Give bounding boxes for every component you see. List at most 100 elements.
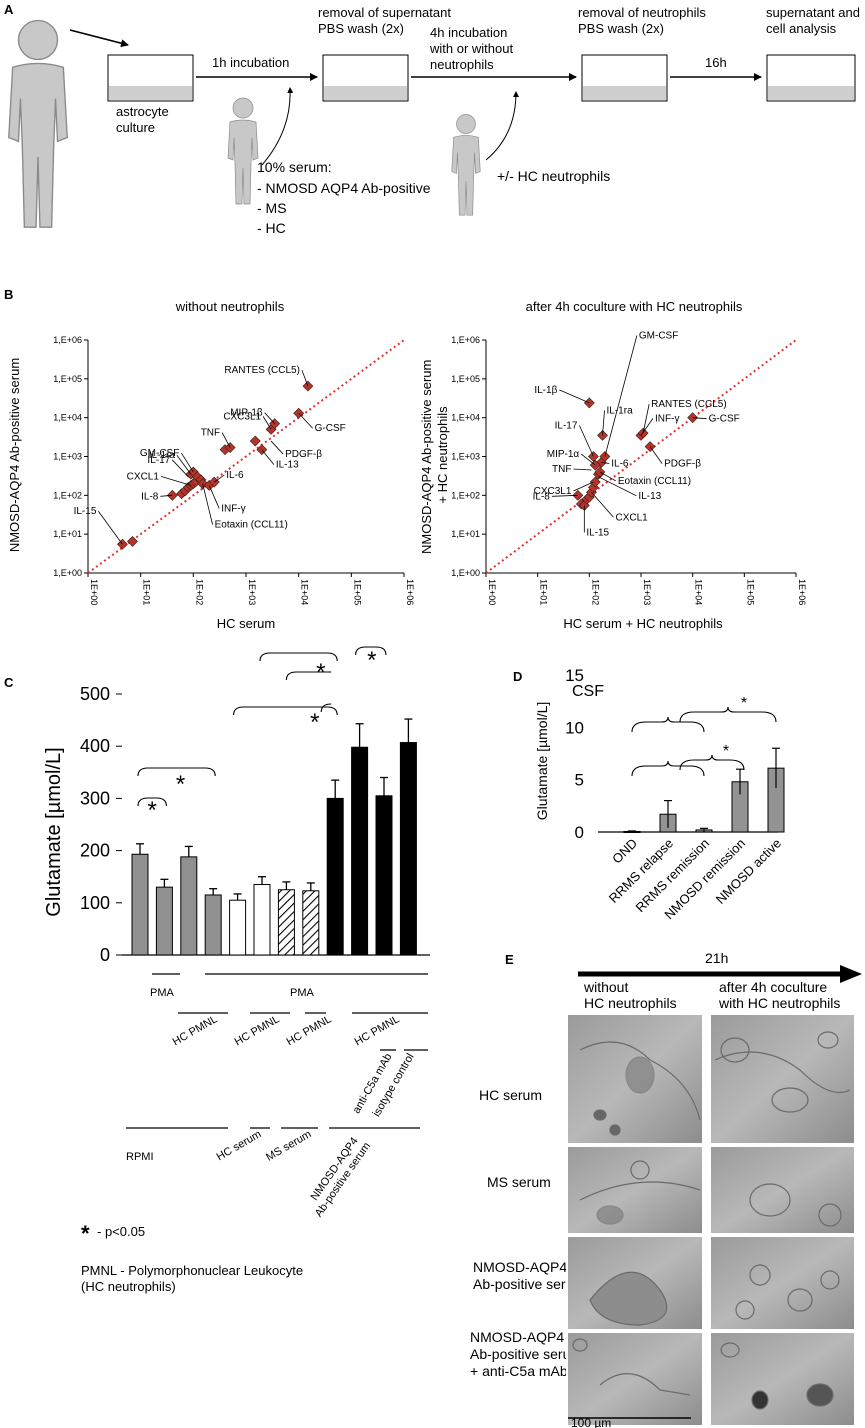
significance-star: * — [741, 695, 747, 712]
significance-bracket — [137, 797, 167, 807]
y-tick-label: 1,E+05 — [53, 374, 82, 384]
annotation-label: IL-17 — [555, 421, 578, 432]
label-hc-pmnl-3: HC PMNL — [285, 1013, 334, 1048]
annotation-leader — [579, 425, 594, 457]
neutrophil-option-label: +/- HC neutrophils — [497, 168, 610, 184]
annotation-label: CXC3L1 — [534, 486, 572, 497]
panel-letter-c: C — [4, 675, 14, 690]
label-pma-2: PMA — [290, 987, 315, 999]
bar — [351, 746, 369, 956]
identity-line — [87, 339, 405, 574]
x-tick-label: 1E+05 — [745, 579, 755, 605]
annotation-label: MIP-1α — [547, 449, 580, 460]
significance-bracket — [631, 760, 705, 777]
annotation-leader — [601, 462, 610, 464]
label-pma-1: PMA — [150, 987, 175, 999]
dish-4 — [766, 54, 856, 102]
significance-star: * — [310, 709, 319, 736]
cell-outlines — [572, 1031, 851, 1410]
chart-title: without neutrophils — [175, 299, 285, 314]
annotation-leader — [580, 453, 596, 466]
data-point — [127, 536, 138, 547]
annotation-label: IL-15 — [586, 527, 609, 538]
legend-p-value: - p<0.05 — [97, 1224, 145, 1239]
annotation-label: CXCL1 — [127, 471, 160, 482]
y-tick-label: 200 — [80, 841, 110, 861]
annotation-leader — [208, 485, 220, 509]
annotation-label: Eotaxin (CCL11) — [215, 520, 288, 531]
category-label: OND — [609, 836, 640, 867]
significance-bracket — [679, 754, 745, 771]
bar — [229, 899, 247, 956]
annotation-leader — [262, 416, 272, 430]
bar — [131, 853, 149, 956]
y-tick-label: 1,E+02 — [53, 490, 82, 500]
data-point — [589, 476, 601, 488]
annotation-leader — [599, 471, 617, 482]
legend-star: * — [81, 1221, 90, 1246]
data-point — [249, 435, 261, 447]
arrow-label-16h: 16h — [705, 55, 727, 70]
y-axis-title: Glutamate [µmol/L] — [43, 747, 65, 916]
arrow-label-4h: 4h incubation with or without neutrophil… — [429, 25, 517, 72]
y-tick-label: 1,E+04 — [451, 413, 480, 423]
x-tick-label: 1E+01 — [539, 579, 549, 605]
annotation-label: PDGF-β — [664, 459, 701, 470]
annotation-label: IL-13 — [276, 460, 299, 471]
row-label-hc-serum: HC serum — [479, 1087, 542, 1103]
annotation-label: TNF — [201, 428, 220, 439]
panel-b: B without neutrophils HC serum NMOSD-AQP… — [4, 287, 807, 631]
x-tick-label: 1E+03 — [642, 579, 652, 605]
y-axis-title: NMOSD-AQP4 Ab-positive serum + HC neutro… — [419, 356, 450, 554]
data-point — [302, 380, 314, 392]
y-tick-label: 15 — [565, 666, 584, 685]
annotation-label: IL-6 — [226, 470, 244, 481]
annotation-leader — [180, 452, 194, 473]
annotation-leader — [214, 474, 225, 483]
annotation-leader — [261, 449, 275, 465]
dish-1 — [107, 54, 194, 102]
y-tick-label: 5 — [575, 771, 584, 790]
label-hc-pmnl-4: HC PMNL — [353, 1013, 402, 1048]
annotation-label: MIP-1β — [230, 408, 263, 419]
scatter-plot-without-neutrophils: without neutrophils HC serum NMOSD-AQP4 … — [7, 299, 415, 631]
significance-bracket — [259, 652, 338, 662]
x-tick-label: 1E+03 — [247, 579, 257, 605]
panel-a: A astro — [4, 2, 860, 236]
annotation-label: G-CSF — [315, 423, 346, 434]
x-tick-label: 1E+00 — [89, 579, 99, 605]
significance-star: * — [723, 743, 729, 760]
bar — [302, 890, 320, 956]
curved-arrow-neutrophils — [485, 91, 519, 161]
y-tick-label: 1,E+06 — [451, 335, 480, 345]
annotation-leader — [642, 404, 650, 434]
y-tick-label: 1,E+02 — [451, 490, 480, 500]
x-tick-label: 1E+01 — [142, 579, 152, 605]
large-person-icon — [7, 19, 69, 229]
annotation-leader — [692, 417, 707, 420]
bar — [155, 886, 173, 956]
y-tick-label: 10 — [565, 718, 584, 737]
x-tick-label: 1E+04 — [300, 579, 310, 605]
data-point — [597, 429, 608, 441]
row-label-nmosd-anti-c5a: NMOSD-AQP4 Ab-positive serum + anti-C5a … — [470, 1329, 586, 1379]
micrograph-c5a-without — [566, 1331, 704, 1427]
annotation-label: IL-13 — [638, 491, 661, 502]
panel-letter-a: A — [4, 2, 14, 17]
annotation-leader — [298, 412, 313, 429]
significance-star: * — [367, 647, 376, 674]
time-label: 21h — [705, 950, 728, 966]
arrow-label-1h: 1h incubation — [212, 55, 289, 70]
annotation-leader — [602, 410, 605, 436]
annotation-leader — [301, 369, 309, 387]
significance-bracket — [631, 716, 705, 733]
y-tick-label: 0 — [575, 823, 584, 842]
annotation-leader — [176, 454, 192, 475]
x-tick-label: 1E+04 — [694, 579, 704, 605]
col-header-without: without HC neutrophils — [583, 979, 677, 1011]
panel-letter-e: E — [505, 952, 514, 967]
y-axis-title: Glutamate [µmol/L] — [534, 702, 550, 821]
bar — [204, 894, 222, 956]
y-tick-label: 1,E+05 — [451, 374, 480, 384]
significance-bracket — [355, 646, 387, 656]
